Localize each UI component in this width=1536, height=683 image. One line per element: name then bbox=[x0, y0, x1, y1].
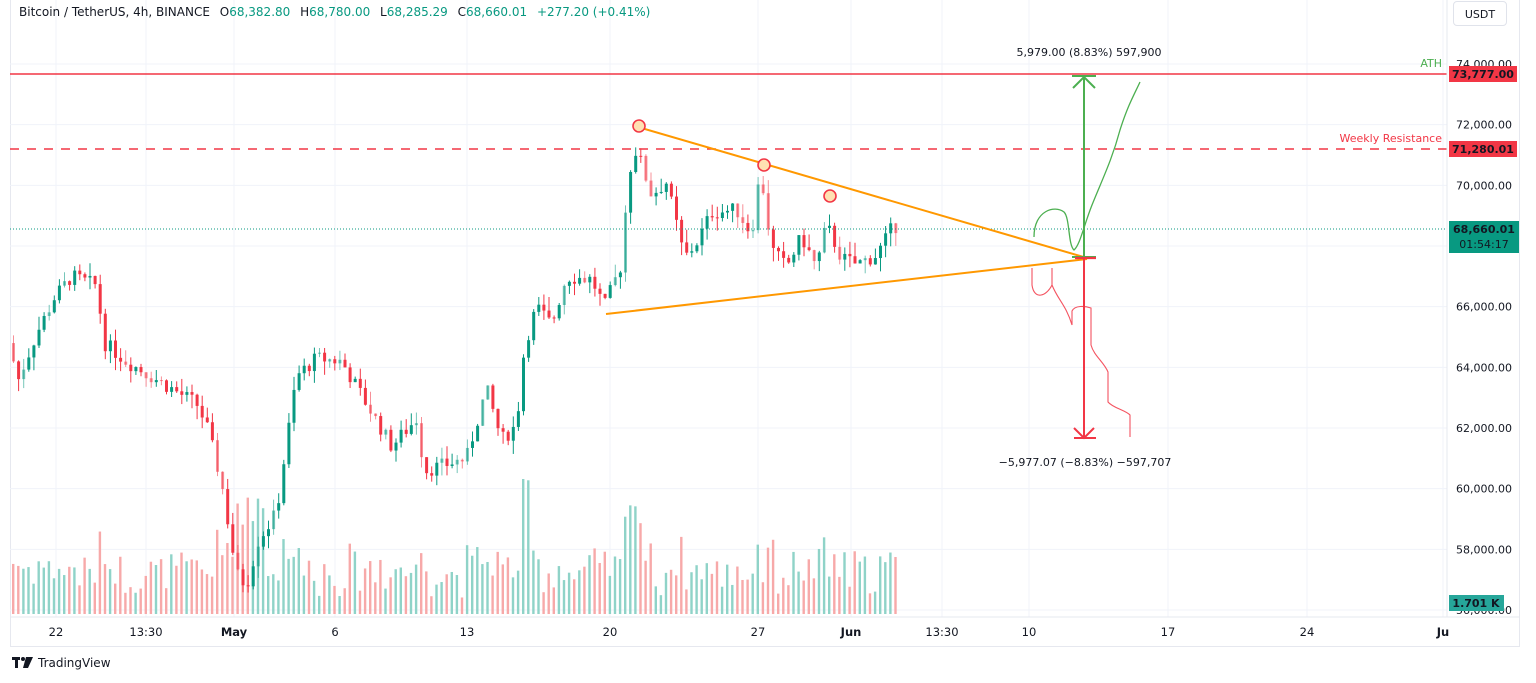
up-arrowhead-icon bbox=[1072, 75, 1096, 89]
last-price-text: 68,660.01 bbox=[1453, 223, 1515, 236]
time-tick-label: 13:30 bbox=[129, 625, 162, 639]
brand-text: TradingView bbox=[38, 656, 111, 670]
price-tick-label: 66,000.00 bbox=[1456, 301, 1512, 314]
ath-price-text: 73,777.00 bbox=[1452, 68, 1514, 81]
time-tick-label: Ju bbox=[1436, 625, 1449, 639]
open-value: 68,382.80 bbox=[229, 5, 291, 19]
time-tick-label: 27 bbox=[751, 625, 766, 639]
weekly-resistance-text: Weekly Resistance bbox=[1340, 132, 1443, 145]
candlestick-series bbox=[12, 147, 898, 593]
time-tick-label: 17 bbox=[1161, 625, 1176, 639]
low-label: L bbox=[380, 5, 387, 19]
pivot-high-marker[interactable] bbox=[757, 158, 771, 172]
price-tick-label: 62,000.00 bbox=[1456, 422, 1512, 435]
pivot-high-marker[interactable] bbox=[632, 119, 646, 133]
bearish-path-drawing[interactable] bbox=[1031, 268, 1131, 437]
close-label: C bbox=[457, 5, 467, 19]
price-tick-label: 64,000.00 bbox=[1456, 361, 1512, 374]
time-tick-label: 10 bbox=[1022, 625, 1037, 639]
low-value: 68,285.29 bbox=[386, 5, 448, 19]
grid-lines bbox=[10, 0, 1447, 617]
time-axis[interactable]: 22 13:30 May 6 13 20 27 Jun 13:30 10 17 24 Ju bbox=[49, 625, 1450, 639]
change-value: +277.20 (+0.41%) bbox=[536, 5, 651, 19]
up-measure-label: 5,979.00 (8.83%) 597,900 bbox=[1017, 46, 1162, 59]
tradingview-logo-icon bbox=[12, 657, 33, 668]
high-label: H bbox=[300, 5, 310, 19]
volume-value-text: 1.701 K bbox=[1452, 597, 1500, 610]
ath-text: ATH bbox=[1420, 57, 1442, 70]
symbol-legend: Bitcoin / TetherUS, 4h, BINANCE O68,382.… bbox=[19, 5, 656, 19]
volume-bars bbox=[12, 479, 897, 614]
time-tick-label: 13:30 bbox=[925, 625, 958, 639]
volume-badge bbox=[1449, 595, 1504, 611]
time-tick-label: 13 bbox=[460, 625, 475, 639]
time-tick-label: 22 bbox=[49, 625, 64, 639]
price-tick-label: 60,000.00 bbox=[1456, 483, 1512, 496]
triangle-lower-trendline[interactable] bbox=[605, 258, 1088, 315]
time-tick-label: 20 bbox=[603, 625, 618, 639]
time-tick-label: May bbox=[221, 625, 248, 639]
last-price-badge bbox=[1449, 221, 1519, 253]
down-measure-label: −5,977.07 (−8.83%) −597,707 bbox=[999, 456, 1172, 469]
resistance-price-text: 71,280.01 bbox=[1452, 143, 1514, 156]
time-tick-label: 24 bbox=[1300, 625, 1315, 639]
triangle-upper-trendline[interactable] bbox=[637, 126, 1088, 259]
resistance-price-badge bbox=[1449, 141, 1517, 157]
bullish-path-drawing[interactable] bbox=[1033, 81, 1141, 251]
chart-frame bbox=[10, 0, 1520, 647]
close-value: 68,660.01 bbox=[466, 5, 528, 19]
symbol-title[interactable]: Bitcoin / TetherUS, 4h, BINANCE bbox=[19, 5, 210, 19]
high-value: 68,780.00 bbox=[309, 5, 371, 19]
ath-price-badge bbox=[1449, 66, 1517, 82]
time-tick-label: Jun bbox=[840, 625, 862, 639]
tradingview-brand[interactable]: TradingView bbox=[12, 656, 111, 670]
price-tick-label: 70,000.00 bbox=[1456, 179, 1512, 192]
currency-button[interactable]: USDT bbox=[1453, 1, 1507, 26]
price-tick-label: 72,000.00 bbox=[1456, 119, 1512, 132]
pivot-high-marker[interactable] bbox=[823, 189, 837, 203]
open-label: O bbox=[219, 5, 230, 19]
time-tick-label: 6 bbox=[331, 625, 338, 639]
price-tick-label: 58,000.00 bbox=[1456, 543, 1512, 556]
bar-countdown-text: 01:54:17 bbox=[1459, 238, 1508, 251]
